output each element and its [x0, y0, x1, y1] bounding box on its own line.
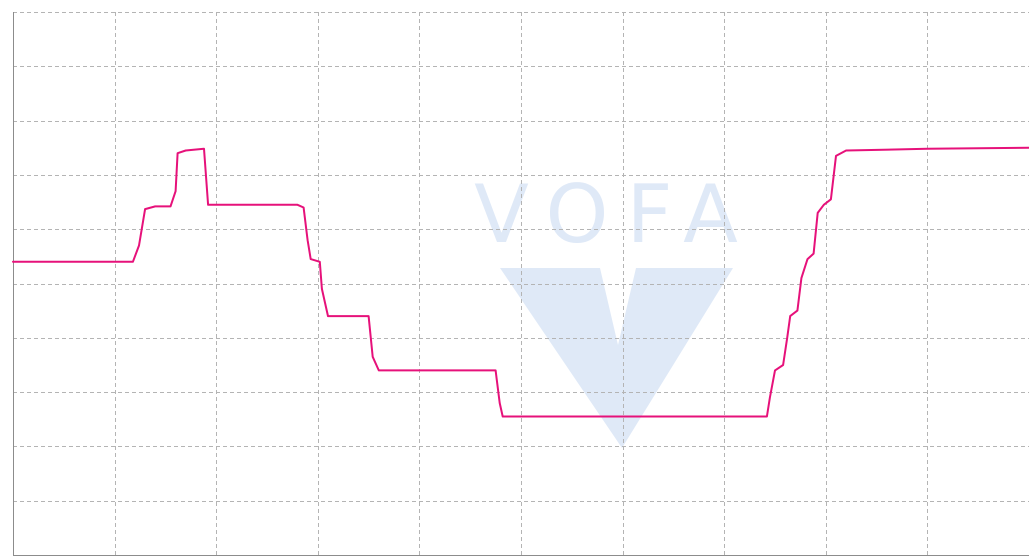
- watermark: VOFA: [474, 168, 756, 448]
- watermark-v-logo: [500, 268, 733, 448]
- watermark-text: VOFA: [474, 168, 756, 261]
- grid: [13, 12, 1029, 555]
- series-line: [12, 146, 1029, 418]
- frame: [13, 12, 1029, 556]
